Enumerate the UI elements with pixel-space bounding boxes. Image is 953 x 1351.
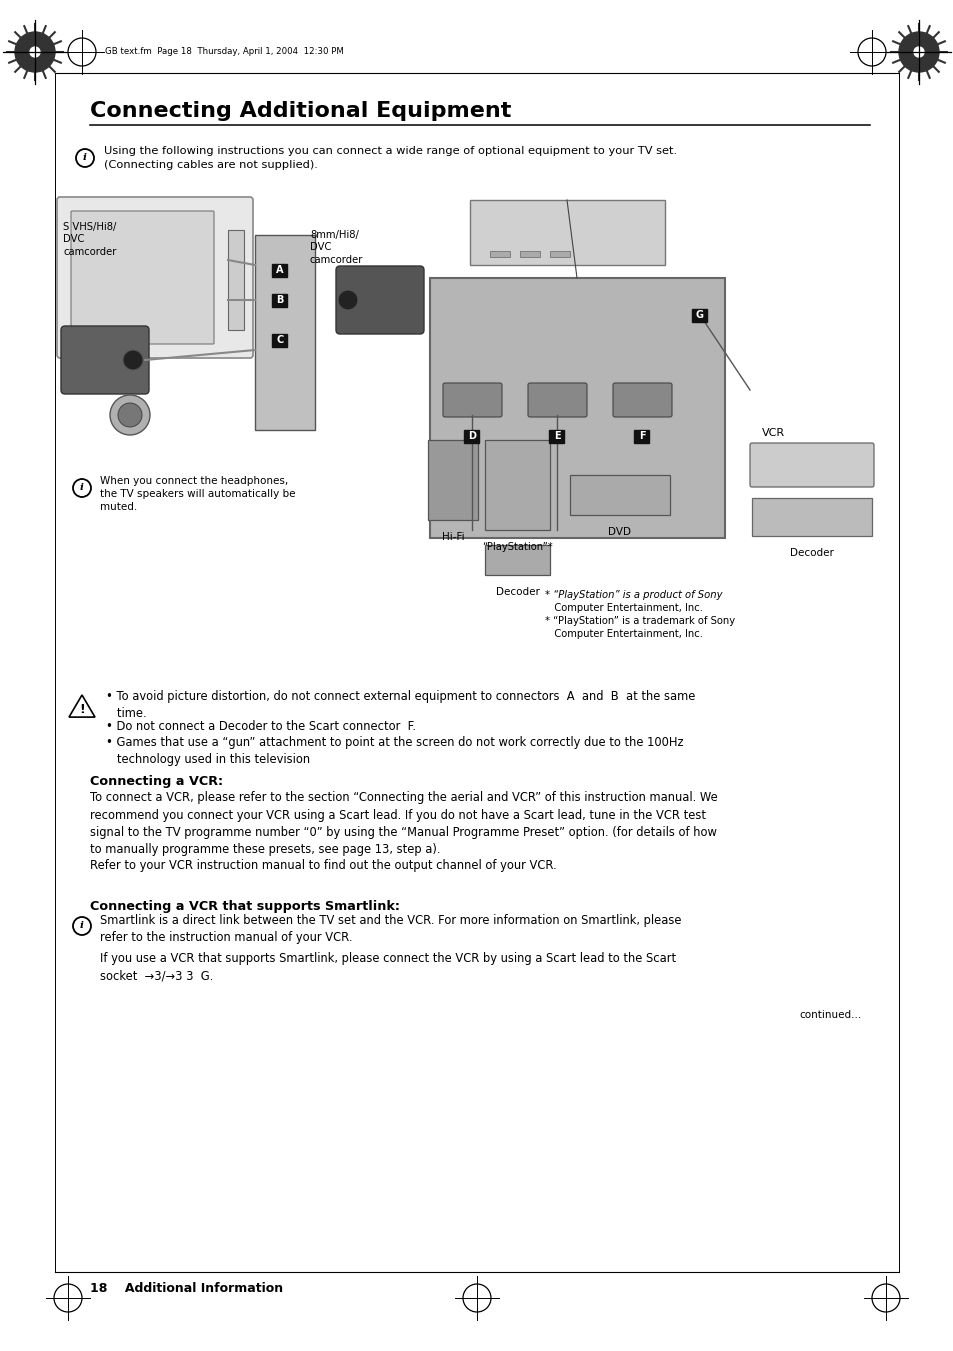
Text: i: i xyxy=(80,920,84,929)
FancyBboxPatch shape xyxy=(61,326,149,394)
Circle shape xyxy=(123,350,143,370)
Text: * “PlayStation” is a product of Sony: * “PlayStation” is a product of Sony xyxy=(544,590,721,600)
Text: 8mm/Hi8/
DVC
camcorder: 8mm/Hi8/ DVC camcorder xyxy=(310,230,363,265)
Bar xyxy=(751,499,871,536)
Circle shape xyxy=(15,32,55,72)
FancyBboxPatch shape xyxy=(613,382,671,417)
Text: • Games that use a “gun” attachment to point at the screen do not work correctly: • Games that use a “gun” attachment to p… xyxy=(106,736,682,766)
Bar xyxy=(273,334,287,346)
Text: Decoder: Decoder xyxy=(789,549,833,558)
Text: VCR: VCR xyxy=(761,428,784,438)
Text: 18    Additional Information: 18 Additional Information xyxy=(90,1282,283,1294)
Text: Connecting a VCR that supports Smartlink:: Connecting a VCR that supports Smartlink… xyxy=(90,900,399,913)
Text: !: ! xyxy=(79,704,85,716)
FancyBboxPatch shape xyxy=(71,211,213,345)
Bar xyxy=(273,263,287,277)
FancyBboxPatch shape xyxy=(442,382,501,417)
Text: Connecting a VCR:: Connecting a VCR: xyxy=(90,775,223,788)
Text: Refer to your VCR instruction manual to find out the output channel of your VCR.: Refer to your VCR instruction manual to … xyxy=(90,859,557,871)
Text: Hi-Fi: Hi-Fi xyxy=(441,532,464,542)
FancyBboxPatch shape xyxy=(57,197,253,358)
Text: B: B xyxy=(276,295,283,305)
Bar xyxy=(430,278,724,538)
Text: To connect a VCR, please refer to the section “Connecting the aerial and VCR” of: To connect a VCR, please refer to the se… xyxy=(90,790,717,857)
Text: F: F xyxy=(638,431,644,440)
Text: DVD: DVD xyxy=(608,527,631,536)
Text: A: A xyxy=(276,265,283,276)
Circle shape xyxy=(110,394,150,435)
Bar xyxy=(634,430,649,443)
Text: i: i xyxy=(83,153,87,162)
Text: Computer Entertainment, Inc.: Computer Entertainment, Inc. xyxy=(544,603,702,613)
Text: D: D xyxy=(468,431,476,440)
Bar xyxy=(490,251,510,257)
Text: Connecting Additional Equipment: Connecting Additional Equipment xyxy=(90,101,511,122)
Circle shape xyxy=(898,32,938,72)
Bar xyxy=(254,235,314,430)
Bar xyxy=(428,440,477,520)
Text: i: i xyxy=(80,482,84,492)
Bar xyxy=(519,251,539,257)
Bar xyxy=(550,251,569,257)
Bar xyxy=(692,308,707,322)
Text: G: G xyxy=(696,309,703,320)
Bar xyxy=(549,430,564,443)
Bar xyxy=(484,440,550,530)
Text: Using the following instructions you can connect a wide range of optional equipm: Using the following instructions you can… xyxy=(104,146,677,170)
Bar xyxy=(484,544,550,576)
FancyBboxPatch shape xyxy=(749,443,873,486)
Bar xyxy=(228,230,244,330)
Text: * “PlayStation” is a trademark of Sony: * “PlayStation” is a trademark of Sony xyxy=(544,616,735,626)
Bar xyxy=(470,200,664,265)
Text: • Do not connect a Decoder to the Scart connector  F.: • Do not connect a Decoder to the Scart … xyxy=(106,720,416,734)
FancyBboxPatch shape xyxy=(335,266,423,334)
Text: Smartlink is a direct link between the TV set and the VCR. For more information : Smartlink is a direct link between the T… xyxy=(100,915,680,944)
Text: S VHS/Hi8/
DVC
camcorder: S VHS/Hi8/ DVC camcorder xyxy=(63,222,116,257)
Text: E: E xyxy=(553,431,559,440)
Bar xyxy=(273,293,287,307)
Polygon shape xyxy=(69,694,95,717)
Text: “PlayStation”*: “PlayStation”* xyxy=(481,542,553,553)
Circle shape xyxy=(337,290,357,309)
Text: Computer Entertainment, Inc.: Computer Entertainment, Inc. xyxy=(544,630,702,639)
Text: C: C xyxy=(276,335,283,345)
Circle shape xyxy=(913,47,923,57)
Text: Decoder: Decoder xyxy=(495,586,538,597)
Bar xyxy=(464,430,479,443)
Text: continued...: continued... xyxy=(799,1011,862,1020)
Text: GB text.fm  Page 18  Thursday, April 1, 2004  12:30 PM: GB text.fm Page 18 Thursday, April 1, 20… xyxy=(105,47,343,57)
Text: If you use a VCR that supports Smartlink, please connect the VCR by using a Scar: If you use a VCR that supports Smartlink… xyxy=(100,952,676,982)
Circle shape xyxy=(30,47,40,57)
FancyBboxPatch shape xyxy=(527,382,586,417)
Bar xyxy=(569,476,669,515)
Text: When you connect the headphones,
the TV speakers will automatically be
muted.: When you connect the headphones, the TV … xyxy=(100,476,295,512)
Circle shape xyxy=(118,403,142,427)
Text: • To avoid picture distortion, do not connect external equipment to connectors  : • To avoid picture distortion, do not co… xyxy=(106,690,695,720)
